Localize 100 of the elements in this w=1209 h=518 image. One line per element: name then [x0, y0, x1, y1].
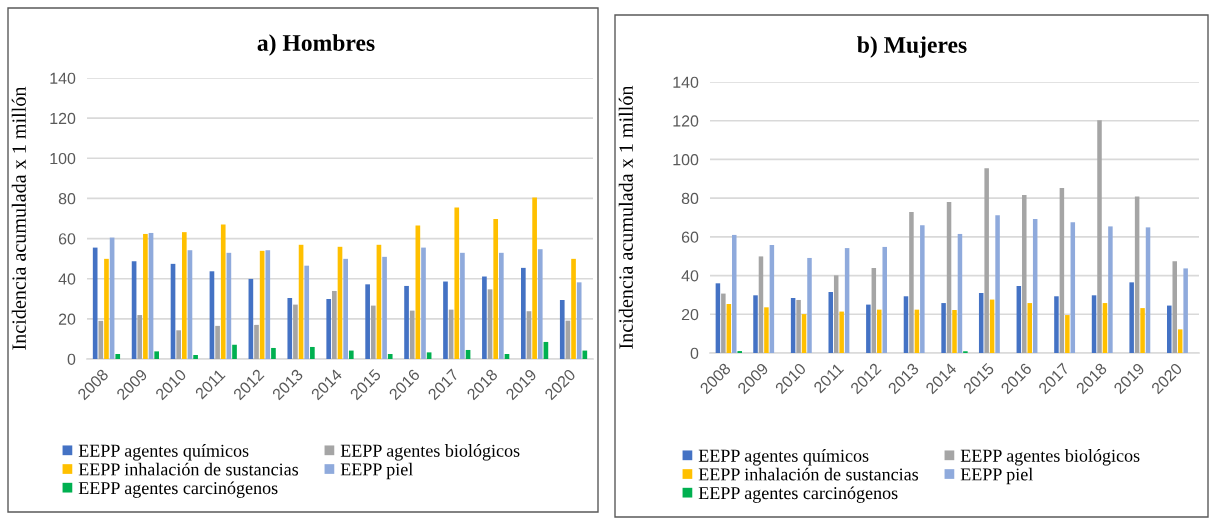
y-axis-title: Incidencia acumulada x 1 millón [11, 86, 26, 350]
bar [882, 246, 887, 353]
bar [1183, 268, 1188, 353]
y-tick-label: 100 [673, 154, 699, 166]
bar [409, 310, 415, 359]
y-tick-label: 20 [58, 313, 76, 325]
bar [995, 215, 1000, 353]
bar [176, 330, 181, 359]
bar [421, 247, 426, 359]
bar [796, 299, 801, 353]
bar [287, 297, 293, 359]
bar [732, 234, 737, 353]
bar [426, 352, 432, 359]
bar [382, 256, 387, 359]
y-tick-label: 20 [681, 308, 699, 321]
bar [98, 320, 104, 359]
bar [370, 305, 376, 359]
bar [137, 315, 143, 359]
y-tick-label: 140 [50, 72, 76, 84]
bar [443, 281, 448, 359]
bar [326, 298, 332, 359]
bar [1129, 282, 1134, 353]
bar [1097, 120, 1102, 353]
bar [721, 293, 726, 353]
bar [807, 257, 812, 353]
y-tick-label: 40 [58, 273, 76, 285]
bar [387, 353, 393, 359]
bar [866, 304, 871, 353]
bar [909, 212, 914, 353]
bar [753, 295, 758, 353]
bar [984, 168, 989, 353]
bar [154, 351, 160, 359]
y-axis-title: Incidencia acumulada x 1 millón [618, 85, 633, 349]
bar [92, 247, 98, 359]
bar [348, 350, 354, 359]
y-tick-label: 60 [58, 233, 76, 245]
bar [193, 354, 198, 359]
bar [220, 224, 226, 359]
bar [499, 252, 504, 359]
bar [493, 218, 499, 359]
bar [520, 267, 526, 359]
legend-label: EEPP inhalación de sustancias [698, 467, 919, 481]
bar [332, 290, 337, 359]
bar [1022, 195, 1027, 353]
y-tick-label: 0 [690, 347, 699, 359]
y-tick-label: 100 [50, 152, 76, 165]
bar [877, 309, 882, 353]
bar [764, 307, 769, 353]
legend-label: EEPP agentes carcinógenos [78, 481, 278, 498]
chart-title: b) Mujeres [857, 36, 967, 58]
legend-label: EEPP piel [340, 462, 413, 480]
y-tick-label: 120 [50, 112, 76, 125]
bar [115, 353, 121, 359]
bar [828, 292, 833, 353]
bar [537, 249, 543, 359]
bar [1172, 261, 1177, 353]
bar [920, 225, 925, 353]
y-tick-label: 0 [67, 353, 76, 365]
legend-label: EEPP agentes biológicos [960, 449, 1140, 466]
bar [310, 346, 315, 359]
legend-label: EEPP agentes químicos [698, 449, 869, 466]
bar [482, 276, 487, 359]
bar [559, 299, 565, 359]
bar [1140, 308, 1145, 353]
y-tick-label: 80 [58, 193, 76, 205]
bar [404, 285, 409, 359]
legend-label: EEPP piel [960, 467, 1033, 485]
bar [454, 207, 460, 359]
bar [1027, 303, 1032, 353]
y-tick-label: 120 [673, 115, 699, 127]
bar [271, 347, 276, 359]
y-tick-label: 40 [681, 270, 699, 282]
legend-label: EEPP agentes químicos [78, 444, 249, 461]
bar [576, 282, 582, 359]
bar [460, 252, 465, 359]
bar [104, 258, 109, 359]
bar [265, 250, 271, 359]
bar [1108, 226, 1113, 353]
bar [839, 311, 844, 353]
bar [181, 232, 187, 359]
bar [365, 284, 370, 359]
bar [215, 325, 220, 359]
y-tick-label: 140 [673, 76, 699, 88]
bar [941, 303, 946, 353]
y-tick-label: 60 [681, 231, 699, 243]
bar [1054, 296, 1059, 353]
bar [254, 324, 259, 359]
legend-label: EEPP inhalación de sustancias [78, 462, 299, 476]
y-tick-label: 80 [681, 192, 699, 205]
bar [1167, 305, 1172, 353]
bar [1177, 329, 1183, 353]
bar [304, 265, 310, 359]
legend-label: EEPP agentes biológicos [340, 444, 520, 461]
bar [343, 258, 348, 359]
bar [293, 304, 298, 359]
bar [582, 350, 588, 359]
bar [571, 258, 576, 359]
bar [232, 344, 237, 359]
bar [952, 310, 957, 353]
bar [1065, 315, 1070, 353]
